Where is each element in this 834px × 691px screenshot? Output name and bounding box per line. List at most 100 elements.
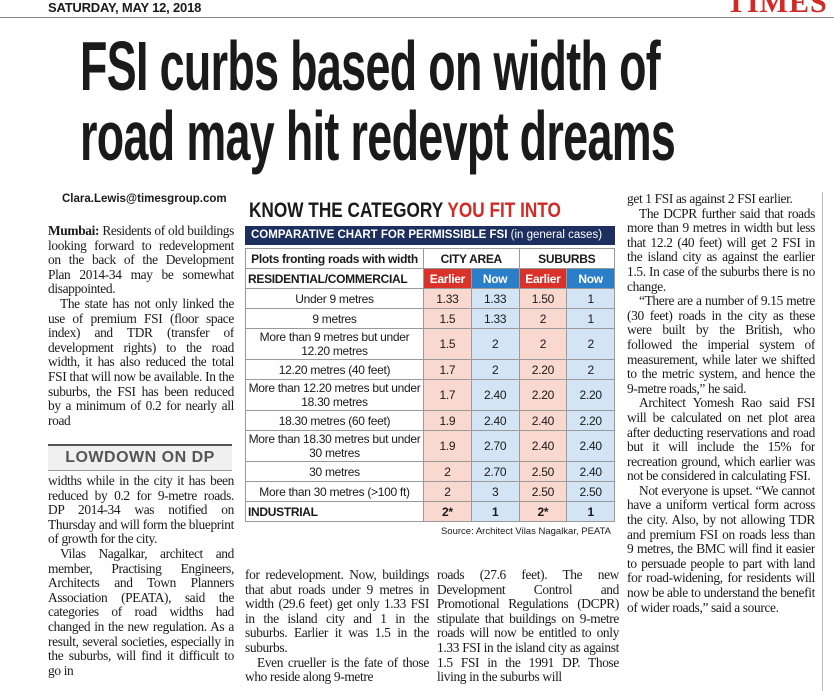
- table-row: More than 30 metres (>100 ft) 2 3 2.50 2.50: [245, 481, 615, 502]
- table-row: More than 18.30 metres but under 30 metr…: [245, 430, 615, 462]
- paragraph: Vilas Nagalkar, architect and member, Pr…: [48, 545, 234, 678]
- table-subheader: Earlier: [518, 268, 568, 289]
- column: get 1 FSI as against 2 FSI earlier. The D…: [627, 192, 815, 691]
- row-label: INDUSTRIAL: [245, 501, 424, 522]
- paragraphs: widths while in the city it has been red…: [48, 474, 234, 678]
- table-cell: 2: [470, 359, 520, 380]
- masthead: TIMES: [726, 0, 828, 19]
- paragraph: “There are a number of 9.15 metre (30 fe…: [627, 293, 815, 396]
- table-cell: 2.50: [518, 461, 568, 482]
- table-cell: 2.40: [566, 461, 615, 482]
- table-row: Plots fronting roads with width CITY AREA…: [245, 248, 615, 269]
- table-cell: 2: [470, 328, 520, 360]
- headline-line: FSI curbs based on width of: [80, 27, 661, 105]
- table-row: 30 metres 2 2.70 2.50 2.40: [245, 461, 615, 482]
- column: roads (27.6 feet). The new Development C…: [437, 568, 619, 691]
- paragraph: for redevelopment. Now, buildings that a…: [245, 568, 429, 655]
- table-row: RESIDENTIAL/COMMERCIAL Earlier Now Earlier N…: [245, 268, 615, 289]
- table-cell: 1: [566, 308, 615, 329]
- table-cell: 2.40: [470, 379, 520, 411]
- table-cell: 1: [566, 288, 615, 309]
- subtitle-text: COMPARATIVE CHART FOR PERMISSIBLE FSI: [251, 229, 508, 241]
- paragraphs: get 1 FSI as against 2 FSI earlier. The D…: [627, 192, 815, 615]
- paragraphs: roads (27.6 feet). The new Development C…: [437, 568, 619, 685]
- row-label: More than 9 metres but under 12.20 metre…: [245, 328, 424, 360]
- subtitle-note: (in general cases): [510, 229, 603, 241]
- table-cell: 1.5: [423, 308, 472, 329]
- title-highlight: YOU FIT INTO: [447, 199, 561, 222]
- table-cell: 1.5: [423, 328, 472, 360]
- table-cell: 2: [566, 328, 615, 360]
- row-label: 9 metres: [245, 308, 424, 329]
- table-cell: 2.40: [518, 430, 568, 462]
- fsi-table: Plots fronting roads with width CITY AREA…: [245, 248, 615, 522]
- paragraphs: The state has not only linked the use of…: [48, 295, 234, 428]
- table-cell: 2.20: [566, 379, 615, 411]
- table-header: SUBURBS: [518, 248, 615, 269]
- table-cell: 2*: [518, 501, 568, 522]
- table-cell: 3: [470, 481, 520, 502]
- byline: Clara.Lewis@timesgroup.com: [62, 193, 227, 205]
- source: Source: Architect Vilas Nagalkar, PEATA: [440, 526, 611, 537]
- headline-line: road may hit redevpt dreams: [80, 97, 676, 175]
- table-cell: 2: [518, 328, 568, 360]
- table-subheader: Now: [470, 268, 520, 289]
- paragraph-text: Residents of old buildings looking forwa…: [48, 224, 234, 297]
- row-label: 30 metres: [245, 461, 424, 482]
- column-rule: [822, 192, 823, 691]
- table-cell: 2.20: [518, 379, 568, 411]
- table-header: Plots fronting roads with width: [245, 248, 424, 269]
- row-label: 12.20 metres (40 feet): [245, 359, 424, 380]
- table-row: 18.30 metres (60 feet) 1.9 2.40 2.40 2.20: [245, 410, 615, 431]
- table-cell: 2.20: [518, 359, 568, 380]
- table-header: CITY AREA: [423, 248, 520, 269]
- row-label: 18.30 metres (60 feet): [245, 410, 424, 431]
- table-cell: 2.70: [470, 461, 520, 482]
- table-subheader: Now: [566, 268, 615, 289]
- fact-box: KNOW THE CATEGORY YOU FIT INTO COMPARATI…: [245, 198, 615, 560]
- table-cell: 1.9: [423, 430, 472, 462]
- table-cell: 1.7: [423, 379, 472, 411]
- row-label: More than 12.20 metres but under 18.30 m…: [245, 379, 424, 411]
- dateline: Mumbai:: [48, 224, 100, 238]
- paragraph: Mumbai: Residents of old buildings looki…: [48, 224, 234, 297]
- column: for redevelopment. Now, buildings that a…: [245, 568, 429, 691]
- table-row: 9 metres 1.5 1.33 2 1: [245, 308, 615, 329]
- table-cell: 1.33: [470, 288, 520, 309]
- table-row: Under 9 metres 1.33 1.33 1.50 1: [245, 288, 615, 309]
- table-cell: 2: [566, 359, 615, 380]
- issue-date: SATURDAY, MAY 12, 2018: [48, 0, 202, 15]
- table-cell: 1.33: [470, 308, 520, 329]
- table-cell: 2.50: [566, 481, 615, 502]
- table-cell: 2: [518, 308, 568, 329]
- paragraph: roads (27.6 feet). The new Development C…: [437, 568, 619, 685]
- table-row: INDUSTRIAL 2* 1 2* 1: [245, 501, 615, 522]
- paragraph: The state has not only linked the use of…: [48, 295, 234, 428]
- row-label: More than 18.30 metres but under 30 metr…: [245, 430, 424, 462]
- table-cell: 2: [423, 461, 472, 482]
- table-cell: 2.40: [518, 410, 568, 431]
- table-cell: 2.50: [518, 481, 568, 502]
- title-text: KNOW THE CATEGORY: [249, 199, 443, 222]
- header-rule: [0, 17, 834, 18]
- table-row: 12.20 metres (40 feet) 1.7 2 2.20 2: [245, 359, 615, 380]
- table-cell: 1.9: [423, 410, 472, 431]
- paragraph: Not everyone is upset. “We cannot have a…: [627, 482, 815, 615]
- paragraphs: for redevelopment. Now, buildings that a…: [245, 568, 429, 685]
- table-cell: 1.33: [423, 288, 472, 309]
- table-row: More than 12.20 metres but under 18.30 m…: [245, 379, 615, 411]
- paragraph: widths while in the city it has been red…: [48, 474, 234, 547]
- box-title: KNOW THE CATEGORY YOU FIT INTO: [249, 198, 561, 224]
- table-row: More than 9 metres but under 12.20 metre…: [245, 328, 615, 360]
- column: Mumbai: Residents of old buildings looki…: [48, 224, 234, 440]
- table-cell: 2.40: [566, 430, 615, 462]
- column: widths while in the city it has been red…: [48, 474, 234, 691]
- box-subtitle: COMPARATIVE CHART FOR PERMISSIBLE FSI (i…: [245, 226, 615, 245]
- table-cell: 1: [566, 501, 615, 522]
- table-cell: 2.20: [566, 410, 615, 431]
- paragraph: get 1 FSI as against 2 FSI earlier.: [627, 192, 793, 206]
- table-cell: 2.40: [470, 410, 520, 431]
- table-cell: 1: [470, 501, 520, 522]
- table-cell: 2*: [423, 501, 472, 522]
